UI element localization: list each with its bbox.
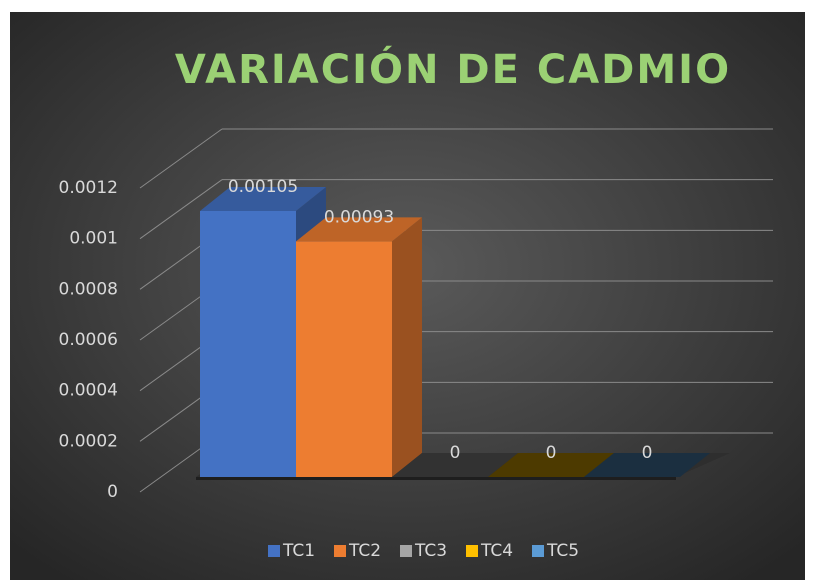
y-tick-label: 0.001 (69, 229, 118, 249)
data-label: 0.00105 (228, 177, 298, 197)
y-tick-label: 0.0004 (59, 381, 118, 401)
bar (584, 453, 710, 477)
data-label: 0.00093 (324, 207, 394, 227)
bar (296, 217, 422, 477)
legend-swatch (334, 545, 346, 557)
bar (488, 453, 614, 477)
chart-title: VARIACIÓN DE CADMIO (175, 45, 731, 93)
y-tick-label: 0.0012 (59, 178, 118, 198)
grid-line (139, 128, 223, 189)
data-label: 0 (546, 443, 557, 463)
legend-label: TC1 (282, 541, 315, 561)
bar-top (584, 453, 710, 477)
y-tick-label: 0.0008 (59, 279, 118, 299)
bar-front (296, 241, 392, 477)
y-tick-label: 0.0006 (59, 330, 118, 350)
floor-edge (196, 477, 676, 480)
legend-label: TC3 (414, 541, 447, 561)
legend-label: TC4 (480, 541, 513, 561)
bar-top (392, 453, 518, 477)
y-tick-label: 0 (107, 482, 118, 502)
bar-front (200, 211, 296, 477)
legend-swatch (532, 545, 544, 557)
legend-label: TC5 (546, 541, 579, 561)
legend-swatch (400, 545, 412, 557)
bar-top (488, 453, 614, 477)
bar-top (200, 187, 326, 211)
legend-swatch (466, 545, 478, 557)
data-label: 0 (450, 443, 461, 463)
legend-label: TC2 (348, 541, 381, 561)
legend-swatch (268, 545, 280, 557)
bar (392, 453, 518, 477)
y-tick-label: 0.0002 (59, 431, 118, 451)
bar-side (392, 217, 422, 477)
bar-top (296, 217, 422, 242)
grid-line (139, 179, 223, 240)
data-label: 0 (642, 443, 653, 463)
